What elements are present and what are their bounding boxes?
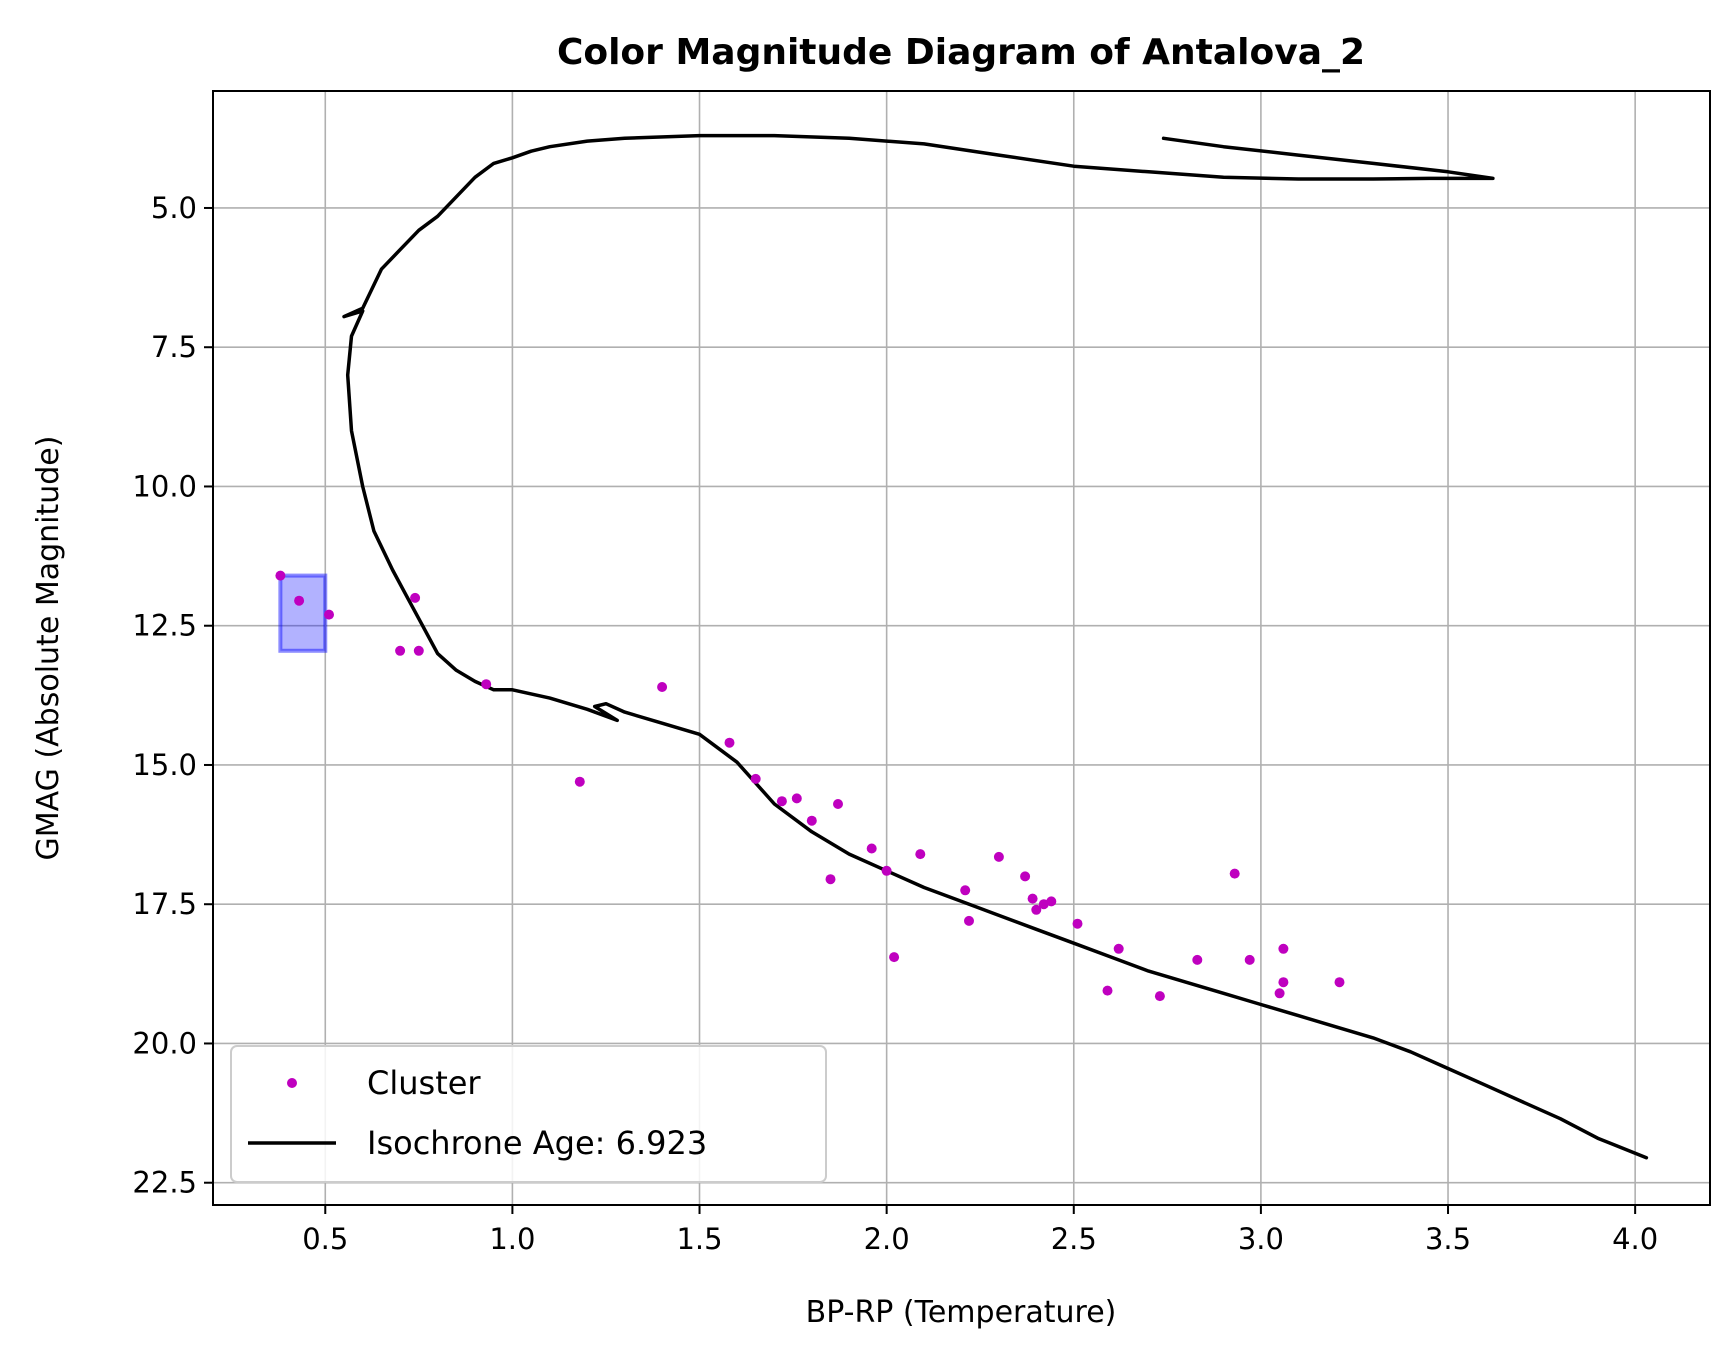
legend-box [230, 1045, 827, 1183]
x-axis-label: BP-RP (Temperature) [806, 1295, 1117, 1330]
x-tick-label: 1.5 [676, 1222, 722, 1256]
cluster-point [1113, 943, 1124, 954]
y-tick-label: 15.0 [132, 748, 197, 782]
cluster-point [750, 773, 761, 784]
cluster-point [574, 776, 585, 787]
cluster-point [1154, 991, 1165, 1002]
cluster-point [1020, 871, 1031, 882]
cluster-point [1038, 899, 1049, 910]
plot-frame [212, 90, 1711, 1206]
x-tick-label: 2.5 [1051, 1222, 1097, 1256]
cluster-point [324, 609, 334, 620]
grid [213, 91, 1710, 1205]
cluster-point [960, 885, 971, 896]
cluster-point [881, 865, 892, 876]
cluster-point [657, 682, 668, 692]
cluster-point [915, 849, 926, 860]
cluster-point [791, 793, 802, 804]
cluster-point [1244, 954, 1255, 965]
y-tick-label: 7.5 [151, 330, 197, 364]
cluster-point [1027, 893, 1038, 904]
cluster-point [993, 851, 1004, 862]
y-tick-label: 5.0 [151, 191, 197, 225]
y-axis-ticks: 5.0 7.5 10.0 12.5 15.0 17.5 20.0 22.5 [132, 191, 213, 1200]
cluster-point [776, 796, 787, 807]
x-tick-label: 2.0 [864, 1222, 910, 1256]
cluster-point [889, 952, 900, 963]
isochrone-line [342, 133, 1649, 1160]
cluster-point [825, 874, 836, 885]
x-tick-label: 0.5 [302, 1222, 348, 1256]
x-axis-ticks: 0.5 1.0 1.5 2.0 2.5 3.0 3.5 4.0 [302, 1205, 1658, 1256]
isochrone-series [342, 133, 1649, 1160]
legend-cluster-marker [287, 1078, 297, 1088]
cluster-point [866, 843, 877, 854]
cluster-point [724, 737, 735, 748]
cluster-series [275, 570, 1345, 1002]
y-tick-label: 10.0 [132, 469, 197, 503]
highlight-rect [278, 573, 328, 653]
cluster-point [1031, 904, 1042, 915]
cluster-point [806, 815, 817, 826]
legend-cluster-label: Cluster [367, 1064, 481, 1102]
x-tick-label: 4.0 [1612, 1222, 1658, 1256]
y-axis-label: GMAG (Absolute Magnitude) [31, 436, 66, 861]
y-tick-label: 20.0 [132, 1026, 197, 1060]
cluster-point [1278, 943, 1289, 954]
y-tick-label: 17.5 [132, 887, 197, 921]
cluster-point [481, 679, 492, 690]
x-tick-label: 3.0 [1238, 1222, 1284, 1256]
cluster-point [395, 645, 406, 656]
chart-title: Color Magnitude Diagram of Antalova_2 [557, 32, 1365, 73]
cluster-point [833, 799, 843, 809]
y-tick-label: 22.5 [132, 1166, 197, 1200]
legend: Cluster Isochrone Age: 6.923 [230, 1045, 827, 1183]
highlight-box [278, 573, 328, 653]
cluster-point [1278, 977, 1289, 988]
cluster-point [964, 915, 974, 926]
cluster-point [294, 595, 305, 606]
cluster-point [1102, 985, 1113, 996]
cluster-point [275, 570, 286, 581]
cluster-point [413, 645, 424, 656]
x-tick-label: 3.5 [1425, 1222, 1471, 1256]
y-tick-label: 12.5 [132, 609, 197, 643]
legend-isochrone-label: Isochrone Age: 6.923 [367, 1124, 707, 1162]
cluster-point [1072, 918, 1083, 929]
cluster-point [1046, 896, 1057, 907]
cluster-point [1192, 954, 1203, 965]
cluster-point [1229, 868, 1240, 879]
cluster-point [1334, 977, 1345, 988]
cluster-point [410, 592, 421, 603]
x-tick-label: 1.0 [489, 1222, 535, 1256]
cluster-point [1274, 988, 1285, 999]
